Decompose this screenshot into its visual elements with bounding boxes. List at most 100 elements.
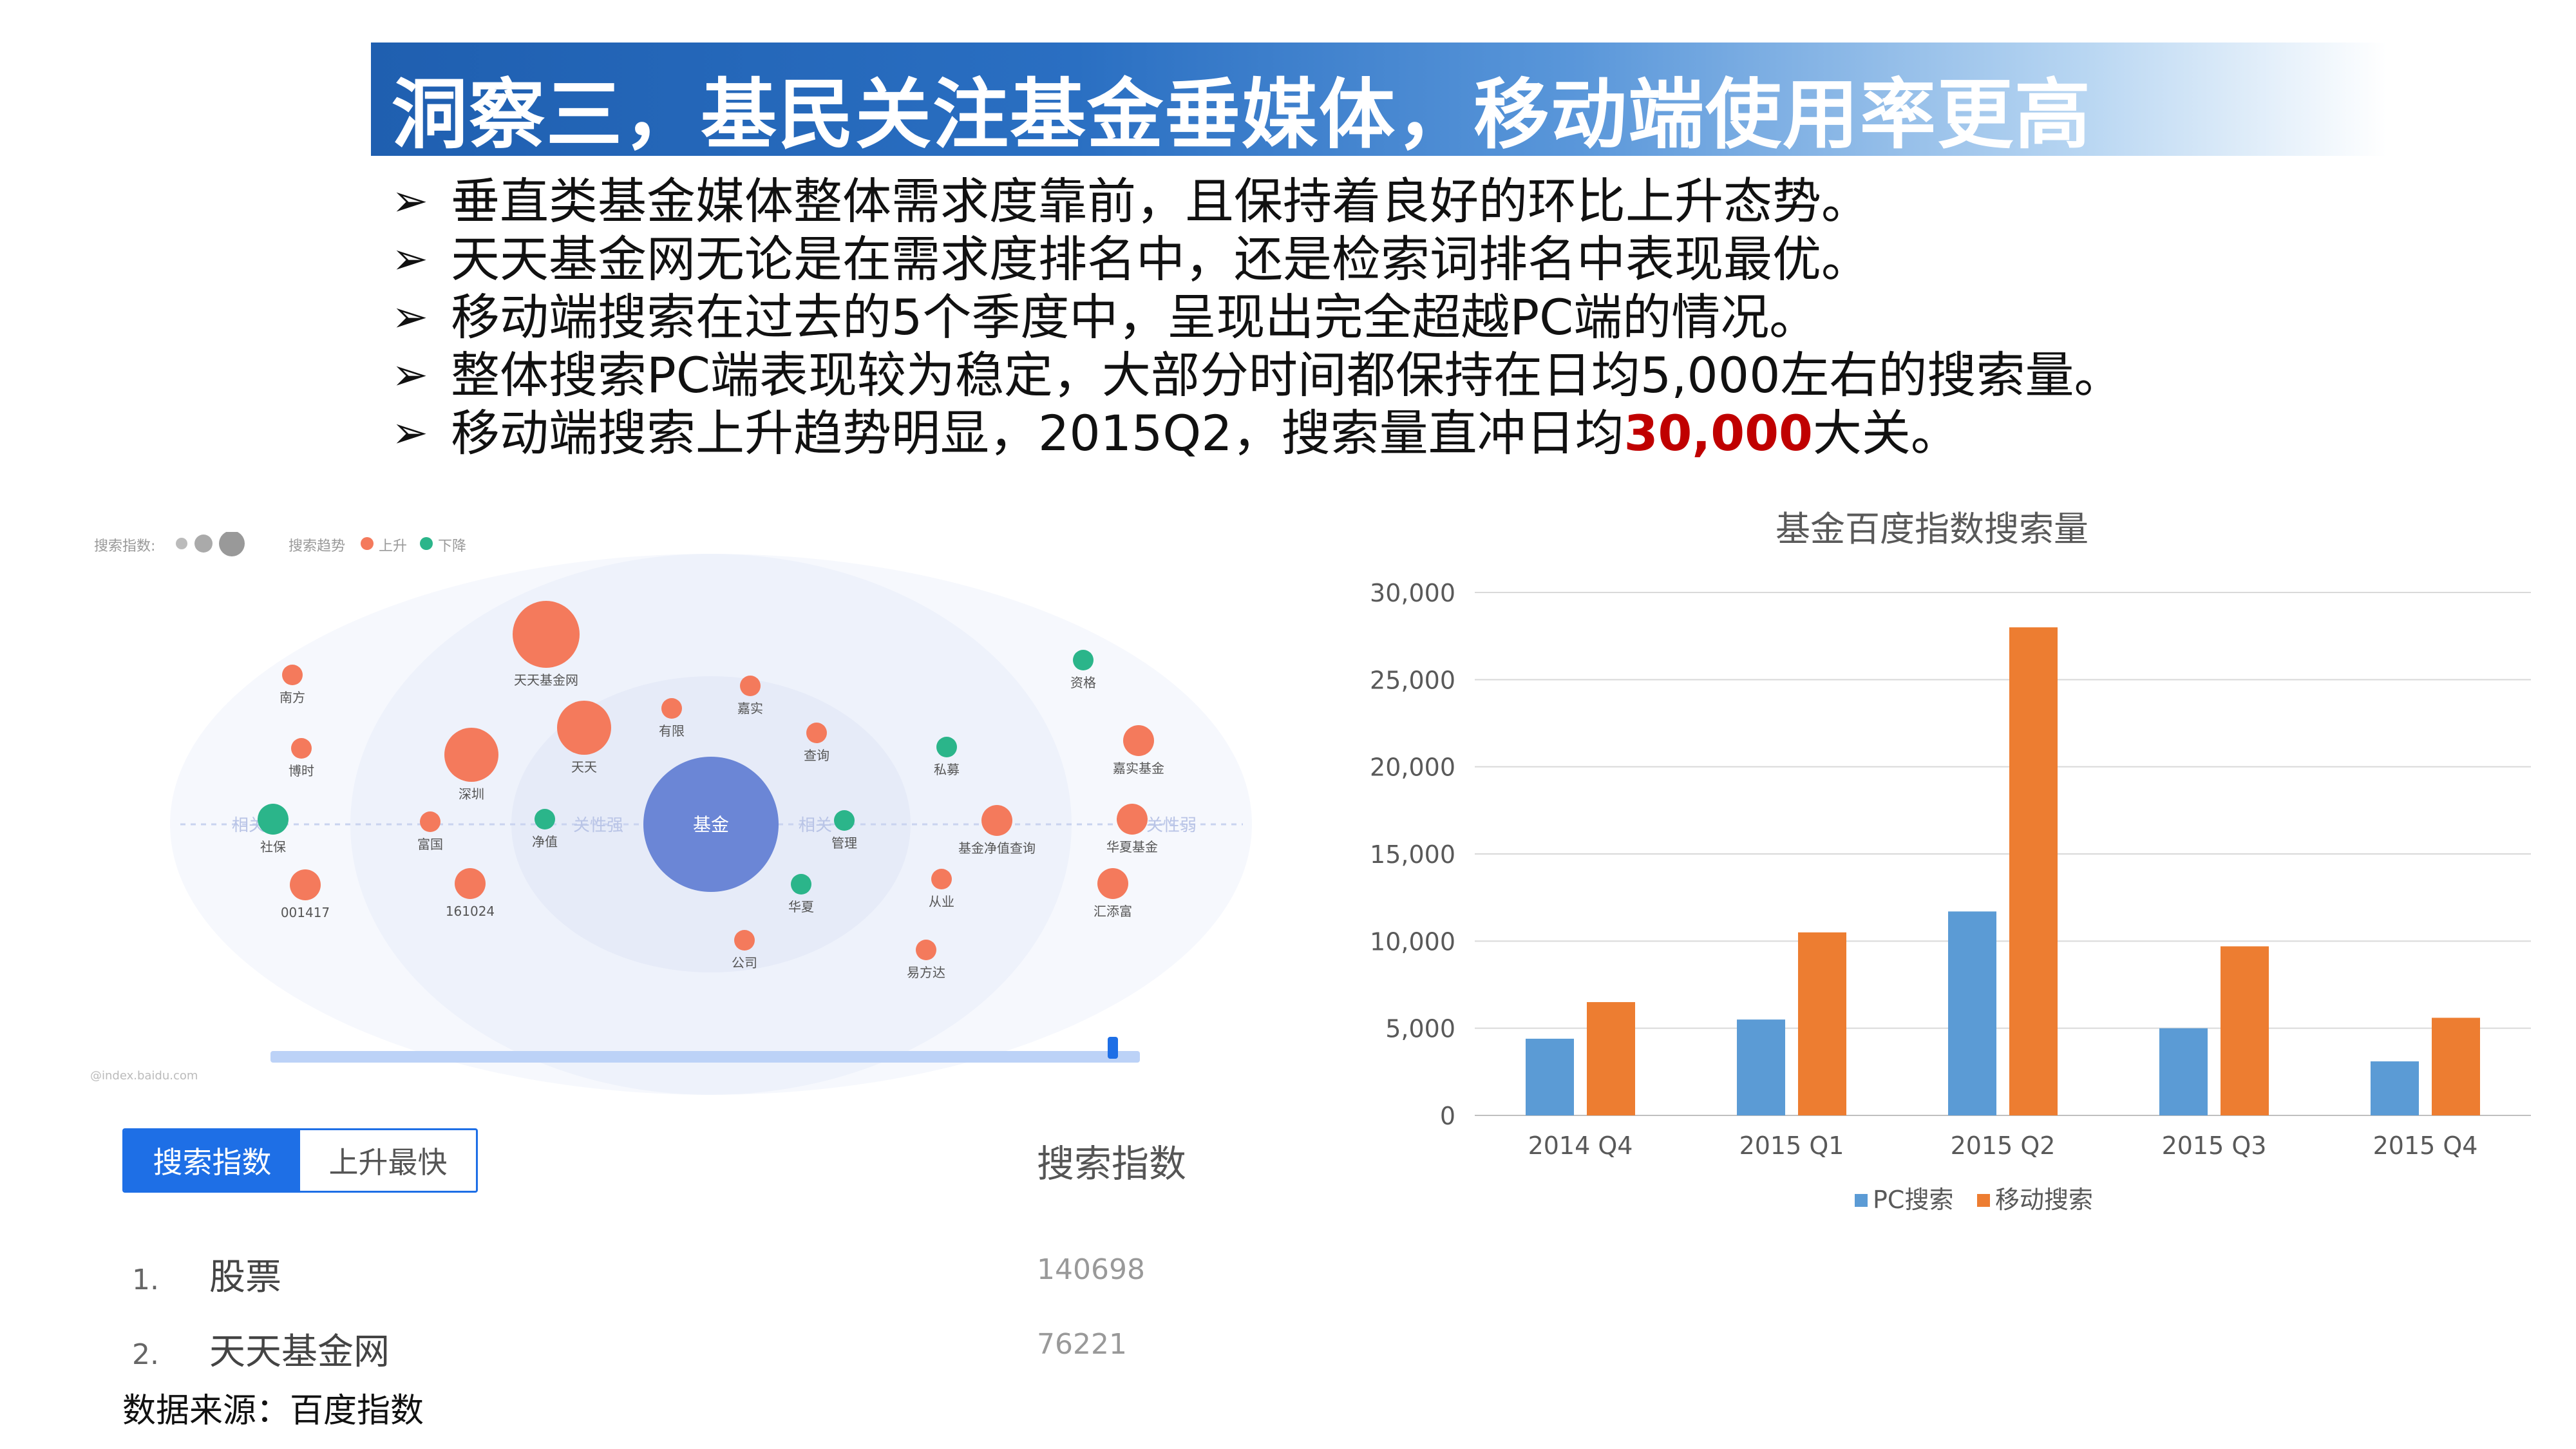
ranking-tabs: 搜索指数 上升最快	[122, 1128, 478, 1193]
graph-node-label: 管理	[831, 835, 857, 851]
graph-node-label: 社保	[260, 839, 286, 855]
graph-node-label: 161024	[446, 904, 495, 919]
arrow-bullet-icon: ➢	[392, 234, 428, 285]
y-tick-label: 0	[1440, 1102, 1455, 1130]
arrow-bullet-icon: ➢	[392, 350, 428, 401]
ranking-column-header: 搜索指数	[1037, 1142, 1187, 1186]
graph-node[interactable]	[1117, 804, 1148, 835]
graph-node[interactable]	[258, 804, 289, 835]
bullet-item: ➢ 天天基金网无论是在需求度排名中，还是检索词排名中表现最优。	[392, 231, 1870, 288]
title-banner	[371, 43, 2387, 156]
x-tick-label: 2015 Q3	[2162, 1132, 2267, 1160]
data-source: 数据来源：百度指数	[122, 1392, 424, 1430]
ranking-value: 76221	[1037, 1328, 1127, 1361]
bar-mobile	[2432, 1018, 2480, 1115]
bullet-item: ➢ 移动端搜索上升趋势明显，2015Q2，搜索量直冲日均30,000大关。	[392, 404, 1960, 462]
page-title: 洞察三，基民关注基金垂媒体，移动端使用率更高	[392, 70, 2092, 159]
legend-down-dot-icon	[420, 537, 433, 550]
graph-node[interactable]	[916, 940, 936, 960]
bullet-list: ➢ 垂直类基金媒体整体需求度靠前，且保持着良好的环比上升态势。 ➢ 天天基金网无论是…	[392, 173, 2123, 462]
graph-node[interactable]	[444, 728, 498, 782]
graph-node[interactable]	[557, 701, 611, 755]
bar-mobile	[1587, 1002, 1635, 1115]
graph-node[interactable]	[834, 810, 855, 831]
graph-node-label: 博时	[289, 763, 314, 779]
graph-node-label: 001417	[281, 905, 330, 920]
graph-node-label: 南方	[279, 690, 305, 705]
graph-node[interactable]	[661, 698, 682, 719]
graph-node[interactable]	[806, 723, 827, 743]
graph-node[interactable]	[513, 601, 580, 668]
bar-pc	[2371, 1061, 2419, 1115]
legend-up-dot-icon	[361, 537, 374, 550]
y-tick-label: 20,000	[1370, 753, 1455, 782]
graph-node-label: 有限	[659, 723, 685, 739]
graph-node-label: 深圳	[459, 786, 484, 802]
graph-node[interactable]	[535, 809, 555, 829]
bar-pc	[1737, 1019, 1785, 1115]
graph-node-label: 资格	[1070, 675, 1096, 690]
graph-node-label: 天天基金网	[514, 672, 578, 688]
ranking-value: 140698	[1037, 1253, 1145, 1286]
graph-node-label: 嘉实基金	[1113, 761, 1164, 776]
legend-label: PC搜索	[1873, 1186, 1953, 1214]
arrow-bullet-icon: ➢	[392, 408, 428, 459]
x-tick-label: 2015 Q4	[2373, 1132, 2478, 1160]
graph-node[interactable]	[791, 874, 811, 895]
legend-down-label: 下降	[438, 538, 467, 554]
graph-node-label: 华夏基金	[1106, 839, 1158, 855]
graph-node[interactable]	[420, 811, 440, 832]
graph-node[interactable]	[936, 737, 957, 757]
legend-up-label: 上升	[379, 538, 408, 554]
graph-node-label: 查询	[804, 748, 829, 763]
graph-node-label: 富国	[417, 837, 443, 852]
bar-mobile	[2221, 946, 2269, 1115]
y-tick-label: 15,000	[1370, 840, 1455, 869]
graph-node[interactable]	[291, 738, 312, 759]
graph-node[interactable]	[740, 676, 761, 696]
graph-node-label: 基金净值查询	[958, 840, 1036, 856]
watermark: @index.baidu.com	[90, 1069, 198, 1083]
graph-node[interactable]	[1123, 725, 1154, 756]
y-tick-label: 10,000	[1370, 927, 1455, 956]
ranking-row: 2. 天天基金网	[132, 1331, 390, 1373]
graph-node[interactable]	[290, 869, 321, 900]
graph-node-label: 易方达	[907, 965, 945, 980]
legend-label: 移动搜索	[1995, 1186, 2093, 1214]
bullet-item: ➢ 垂直类基金媒体整体需求度靠前，且保持着良好的环比上升态势。	[392, 173, 1870, 230]
legend-swatch	[1977, 1194, 1990, 1207]
bar-mobile	[1798, 932, 1846, 1115]
svg-text:相关: 相关	[799, 816, 832, 835]
x-tick-label: 2014 Q4	[1528, 1132, 1633, 1160]
bullet-item: ➢ 移动端搜索在过去的5个季度中，呈现出完全超越PC端的情况。	[392, 289, 1819, 346]
arrow-bullet-icon: ➢	[392, 176, 428, 227]
graph-node[interactable]	[1097, 868, 1128, 899]
legend-index-label: 搜索指数:	[94, 538, 156, 554]
graph-node-label: 华夏	[788, 899, 814, 914]
graph-node-label: 净值	[532, 834, 558, 849]
bar-pc	[2159, 1028, 2208, 1115]
bar-mobile	[2009, 627, 2058, 1115]
graph-node[interactable]	[931, 869, 952, 889]
legend-trend-label: 搜索趋势	[289, 538, 346, 554]
graph-node-label: 汇添富	[1094, 904, 1132, 919]
svg-text:关性弱: 关性弱	[1146, 816, 1197, 835]
search-relation-graph: 搜索指数: 搜索趋势 上升 下降 相关 关性强 相关 关性弱 基金 天天基金网 天天…	[84, 515, 1256, 1095]
graph-node-label: 嘉实	[737, 701, 763, 716]
y-tick-label: 25,000	[1370, 666, 1455, 694]
svg-text:关性强: 关性强	[573, 816, 623, 835]
graph-node[interactable]	[1073, 650, 1094, 670]
graph-node[interactable]	[455, 868, 486, 899]
bar-pc	[1526, 1038, 1574, 1115]
tab-search-index[interactable]: 搜索指数	[124, 1130, 300, 1191]
legend-swatch	[1855, 1194, 1868, 1207]
graph-node[interactable]	[282, 665, 303, 685]
graph-node[interactable]	[734, 930, 755, 951]
ranking-row: 1. 股票	[132, 1256, 281, 1298]
graph-node[interactable]	[981, 805, 1012, 836]
bar-chart: 基金百度指数搜索量 0 5,000 10,000 15,000 20,000 25,000 3…	[1370, 509, 2531, 1214]
graph-center-label: 基金	[693, 814, 729, 835]
graph-center-node[interactable]	[643, 757, 779, 892]
legend-size-dots-icon	[176, 532, 245, 556]
tab-rising-fastest[interactable]: 上升最快	[300, 1130, 476, 1191]
